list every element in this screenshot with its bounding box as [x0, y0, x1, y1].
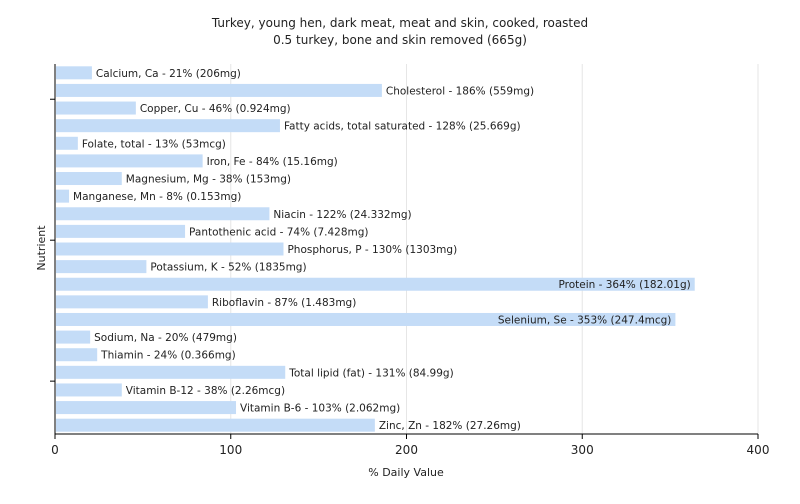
- bar-label: Manganese, Mn - 8% (0.153mg): [73, 191, 241, 203]
- bar: [56, 348, 98, 362]
- bar: [56, 418, 375, 432]
- bar: [56, 277, 695, 291]
- x-tick-label: 200: [395, 443, 418, 457]
- bar: [56, 401, 237, 415]
- bar: [56, 136, 78, 150]
- bar-label: Magnesium, Mg - 38% (153mg): [126, 174, 291, 186]
- bar-label: Total lipid (fat) - 131% (84.99g): [288, 367, 453, 379]
- bar-label: Riboflavin - 87% (1.483mg): [212, 297, 356, 309]
- bar: [56, 83, 382, 97]
- bar: [56, 66, 92, 80]
- bar: [56, 383, 122, 397]
- bar-label: Copper, Cu - 46% (0.924mg): [140, 103, 291, 115]
- x-tick-label: 100: [219, 443, 242, 457]
- y-axis-title: Nutrient: [35, 225, 48, 271]
- bar-label: Pantothenic acid - 74% (7.428mg): [189, 226, 368, 238]
- bar-label: Thiamin - 24% (0.366mg): [100, 350, 236, 362]
- bar: [56, 330, 91, 344]
- bar-label: Cholesterol - 186% (559mg): [386, 85, 534, 97]
- bar-label: Zinc, Zn - 182% (27.26mg): [379, 420, 521, 432]
- bar: [56, 207, 270, 221]
- bar-label: Niacin - 122% (24.332mg): [273, 209, 411, 221]
- bar: [56, 154, 203, 168]
- x-tick-label: 400: [747, 443, 770, 457]
- bar-label: Vitamin B-12 - 38% (2.26mcg): [126, 385, 285, 397]
- bar-label: Calcium, Ca - 21% (206mg): [96, 68, 241, 80]
- x-tick-label: 300: [571, 443, 594, 457]
- chart-title: Turkey, young hen, dark meat, meat and s…: [211, 16, 588, 30]
- x-axis-title: % Daily Value: [368, 466, 444, 479]
- bars: [56, 66, 695, 432]
- bar: [56, 260, 147, 274]
- bar-label: Potassium, K - 52% (1835mg): [150, 262, 306, 274]
- bar: [56, 119, 280, 133]
- bar: [56, 101, 136, 115]
- bar-label: Phosphorus, P - 130% (1303mg): [287, 244, 457, 256]
- axes: 0 100 200 300 400: [50, 64, 769, 457]
- bar-label: Folate, total - 13% (53mcg): [82, 138, 226, 150]
- bar: [56, 172, 122, 186]
- bar-label: Sodium, Na - 20% (479mg): [94, 332, 237, 344]
- bar-label: Iron, Fe - 84% (15.16mg): [207, 156, 338, 168]
- bar-label: Fatty acids, total saturated - 128% (25.…: [284, 121, 521, 133]
- bar-labels: Calcium, Ca - 21% (206mg) Cholesterol - 1…: [73, 68, 691, 432]
- chart-subtitle: 0.5 turkey, bone and skin removed (665g): [273, 33, 527, 47]
- bar: [56, 295, 208, 309]
- bar: [56, 365, 286, 379]
- bar: [56, 224, 186, 238]
- bar: [56, 312, 676, 326]
- bar: [56, 242, 284, 256]
- bar: [56, 189, 70, 203]
- x-tick-label: 0: [51, 443, 59, 457]
- bar-label: Protein - 364% (182.01g): [558, 279, 690, 291]
- bar-label: Vitamin B-6 - 103% (2.062mg): [240, 403, 400, 415]
- bar-label: Selenium, Se - 353% (247.4mcg): [498, 314, 672, 326]
